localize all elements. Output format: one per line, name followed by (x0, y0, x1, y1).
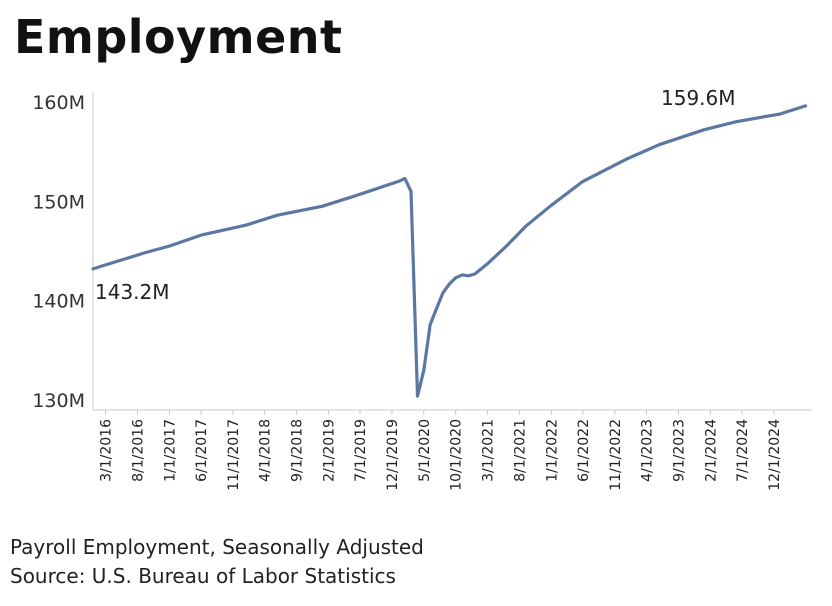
x-tick-label: 5/1/2020 (417, 419, 433, 482)
y-axis-ticks: 130M 140M 150M 160M (32, 92, 85, 412)
chart-notes: Payroll Employment, Seasonally Adjusted … (10, 533, 424, 591)
plot-area (91, 104, 808, 398)
annotation-end-value: 159.6M (661, 86, 736, 110)
y-tick-label: 160M (32, 92, 85, 114)
y-tick-label: 140M (32, 291, 85, 313)
x-tick-label: 8/1/2016 (131, 419, 147, 482)
annotations: 143.2M 159.6M (95, 86, 736, 304)
y-tick-label: 150M (32, 191, 85, 213)
chart-subtitle: Payroll Employment, Seasonally Adjusted (10, 535, 424, 559)
x-tick-label: 11/1/2022 (608, 419, 624, 491)
x-tick-label: 11/1/2017 (226, 419, 242, 491)
x-tick-label: 12/1/2024 (767, 419, 783, 491)
x-tick-label: 6/1/2017 (194, 419, 210, 482)
x-tick-label: 10/1/2020 (449, 419, 465, 491)
x-tick-label: 9/1/2023 (671, 419, 687, 482)
x-tick-label: 8/1/2021 (512, 419, 528, 482)
chart-axes (92, 92, 812, 411)
x-tick-label: 1/1/2017 (163, 419, 179, 482)
x-tick-label: 4/1/2018 (258, 419, 274, 482)
x-tick-label: 7/1/2019 (353, 419, 369, 482)
chart-title: Employment (14, 10, 343, 64)
x-tick-label: 4/1/2023 (639, 419, 655, 482)
x-axis-ticks: 3/1/2016 8/1/2016 1/1/2017 6/1/2017 11/1/201… (99, 410, 783, 491)
x-tick-label: 7/1/2024 (735, 419, 751, 482)
line-chart: 130M 140M 150M 160M 3/1/2016 8/1/2016 1/1/201… (32, 86, 812, 491)
y-tick-label: 130M (32, 390, 85, 412)
x-tick-label: 1/1/2022 (544, 419, 560, 482)
x-tick-label: 9/1/2018 (290, 419, 306, 482)
series-line (91, 104, 808, 398)
x-tick-label: 3/1/2016 (99, 419, 115, 482)
x-tick-label: 3/1/2021 (480, 419, 496, 482)
annotation-start-value: 143.2M (95, 280, 170, 304)
x-tick-label: 12/1/2019 (385, 419, 401, 491)
x-tick-label: 6/1/2022 (576, 419, 592, 482)
x-tick-label: 2/1/2019 (322, 419, 338, 482)
x-tick-label: 2/1/2024 (703, 419, 719, 482)
chart-source: Source: U.S. Bureau of Labor Statistics (10, 564, 396, 588)
